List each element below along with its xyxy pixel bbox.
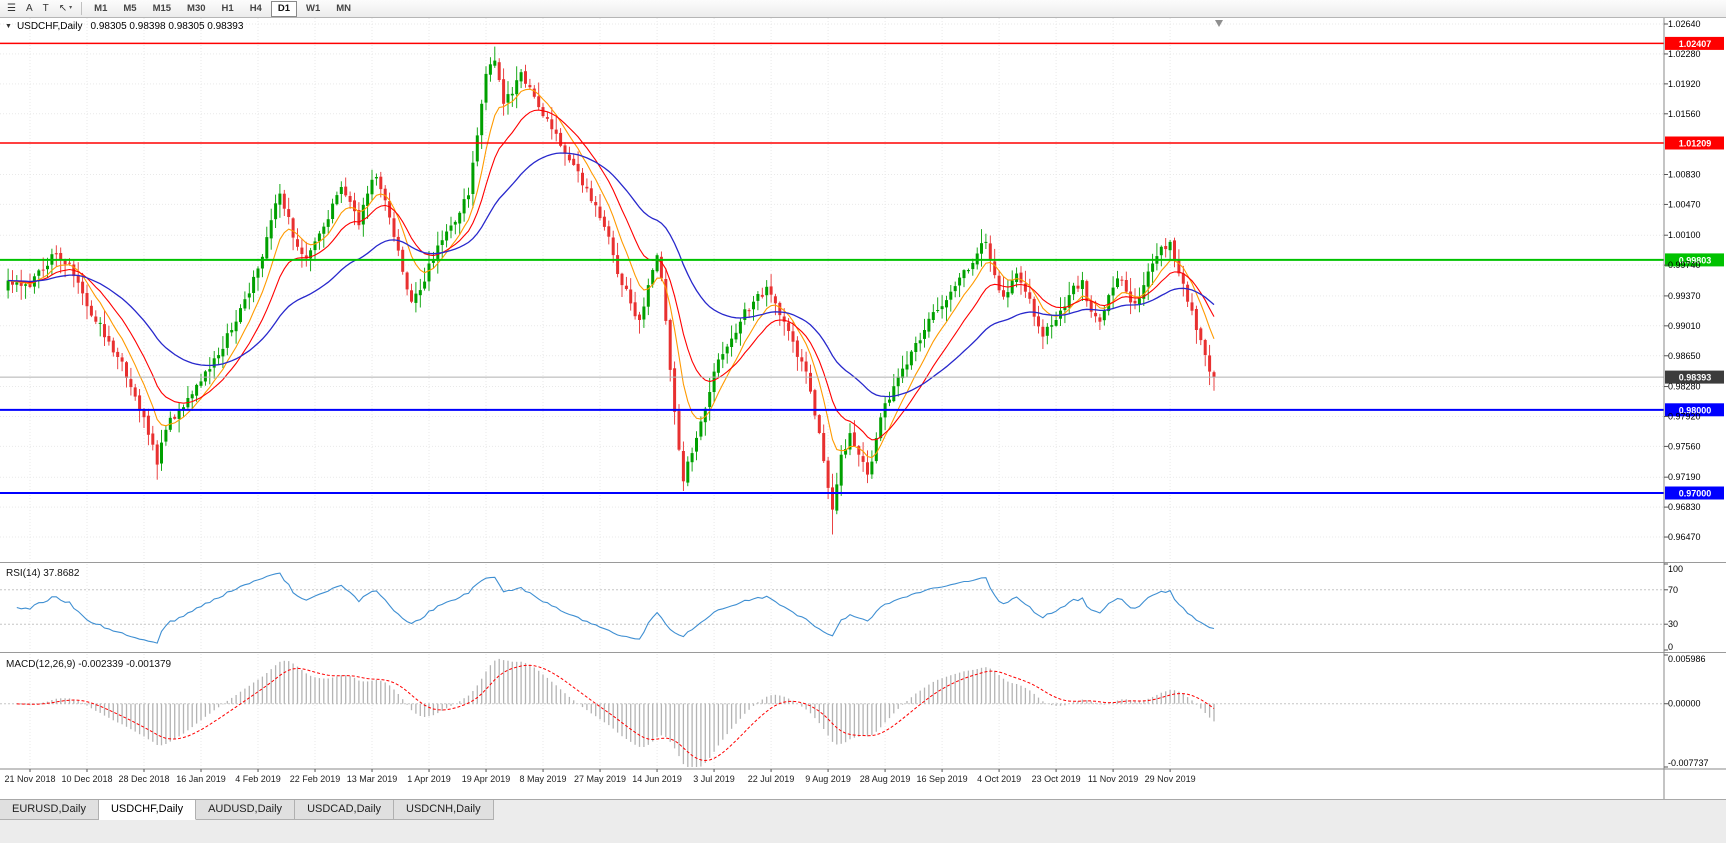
svg-text:9 Aug 2019: 9 Aug 2019 (805, 774, 851, 784)
svg-text:22 Feb 2019: 22 Feb 2019 (290, 774, 341, 784)
svg-text:4 Feb 2019: 4 Feb 2019 (235, 774, 281, 784)
svg-text:27 May 2019: 27 May 2019 (574, 774, 626, 784)
svg-text:0.005986: 0.005986 (1668, 654, 1706, 664)
svg-text:0.97000: 0.97000 (1679, 489, 1712, 499)
toolbar: ☰ A T ↖ ▾ M1 M5 M15 M30 H1 H4 D1 W1 MN (0, 0, 1726, 18)
svg-text:16 Sep 2019: 16 Sep 2019 (917, 774, 968, 784)
svg-text:3 Jul 2019: 3 Jul 2019 (693, 774, 735, 784)
svg-text:22 Jul 2019: 22 Jul 2019 (748, 774, 795, 784)
tab-usdcad[interactable]: USDCAD,Daily (295, 800, 395, 820)
svg-text:0.99010: 0.99010 (1668, 321, 1701, 331)
draw-tool-icon[interactable]: ↖ ▾ (54, 0, 77, 17)
svg-text:1.01560: 1.01560 (1668, 109, 1701, 119)
timeframe-m5-button[interactable]: M5 (123, 2, 137, 14)
chart-tabs: EURUSD,Daily USDCHF,Daily AUDUSD,Daily USDC… (0, 800, 494, 820)
svg-text:0: 0 (1668, 642, 1673, 652)
svg-text:21 Nov 2018: 21 Nov 2018 (4, 774, 55, 784)
chart-tabs-bar: EURUSD,Daily USDCHF,Daily AUDUSD,Daily USDC… (0, 799, 1726, 843)
tab-usdchf[interactable]: USDCHF,Daily (98, 800, 197, 820)
svg-text:10 Dec 2018: 10 Dec 2018 (61, 774, 112, 784)
svg-text:19 Apr 2019: 19 Apr 2019 (462, 774, 511, 784)
timeframe-h4-button[interactable]: H4 (249, 2, 262, 14)
svg-text:28 Dec 2018: 28 Dec 2018 (118, 774, 169, 784)
svg-text:1.02640: 1.02640 (1668, 19, 1701, 29)
svg-text:1 Apr 2019: 1 Apr 2019 (407, 774, 451, 784)
timeframe-m1-button[interactable]: M1 (94, 2, 108, 14)
svg-text:11 Nov 2019: 11 Nov 2019 (1088, 774, 1138, 784)
toolbar-tools: ☰ A T ↖ ▾ (2, 0, 77, 17)
svg-text:70: 70 (1668, 585, 1678, 595)
svg-text:4 Oct 2019: 4 Oct 2019 (977, 774, 1021, 784)
svg-text:1.00830: 1.00830 (1668, 170, 1701, 180)
svg-text:0.98650: 0.98650 (1668, 351, 1701, 361)
timeframe-mn-button[interactable]: MN (336, 2, 352, 14)
price-axis[interactable]: 1.02407 1.01209 0.99803 0.98000 0.97000 0.983… (1664, 19, 1724, 768)
svg-text:0.98280: 0.98280 (1668, 382, 1701, 392)
svg-text:0.96470: 0.96470 (1668, 532, 1701, 542)
svg-text:0.98393: 0.98393 (1679, 373, 1712, 383)
grid-layer (0, 18, 1664, 768)
svg-text:0.00000: 0.00000 (1668, 699, 1701, 709)
svg-text:0.99740: 0.99740 (1668, 260, 1701, 270)
toolbar-separator (81, 2, 83, 15)
tab-audusd[interactable]: AUDUSD,Daily (196, 800, 296, 820)
timeframe-d1-button[interactable]: D1 (270, 0, 297, 17)
chart-shift-marker-icon (1215, 20, 1223, 27)
chart-area: 1.02407 1.01209 0.99803 0.98000 0.97000 0.983… (0, 18, 1726, 799)
svg-text:1.01920: 1.01920 (1668, 79, 1701, 89)
svg-text:1.00100: 1.00100 (1668, 230, 1701, 240)
chart-canvas[interactable]: 1.02407 1.01209 0.99803 0.98000 0.97000 0.983… (0, 18, 1726, 799)
svg-text:1.02280: 1.02280 (1668, 49, 1701, 59)
tab-usdcnh[interactable]: USDCNH,Daily (394, 800, 494, 820)
svg-text:0.97560: 0.97560 (1668, 441, 1701, 451)
tab-eurusd[interactable]: EURUSD,Daily (0, 800, 99, 820)
arrow-tool-icon[interactable]: A (25, 3, 33, 14)
svg-text:1.00470: 1.00470 (1668, 199, 1701, 209)
svg-text:0.99803: 0.99803 (1679, 255, 1712, 265)
panel-separators (0, 18, 1726, 799)
rsi-panel[interactable] (0, 572, 1664, 644)
macd-label: MACD(12,26,9) -0.002339 -0.001379 (6, 659, 172, 670)
timeframe-m30-button[interactable]: M30 (187, 2, 206, 14)
svg-text:0.99370: 0.99370 (1668, 291, 1701, 301)
svg-text:13 Mar 2019: 13 Mar 2019 (347, 774, 398, 784)
price-panel[interactable] (0, 20, 1664, 535)
svg-text:14 Jun 2019: 14 Jun 2019 (632, 774, 682, 784)
timeframe-buttons: M1 M5 M15 M30 H1 H4 D1 W1 MN (86, 0, 359, 17)
text-tool-icon[interactable]: T (42, 3, 49, 14)
svg-text:-0.007737: -0.007737 (1668, 758, 1709, 768)
svg-text:100: 100 (1668, 564, 1683, 574)
svg-text:0.96830: 0.96830 (1668, 502, 1701, 512)
timeframe-h1-button[interactable]: H1 (221, 2, 234, 14)
svg-text:28 Aug 2019: 28 Aug 2019 (860, 774, 911, 784)
dropdown-caret-icon: ▾ (69, 5, 73, 11)
svg-text:8 May 2019: 8 May 2019 (520, 774, 567, 784)
svg-text:0.97920: 0.97920 (1668, 412, 1701, 422)
svg-text:30: 30 (1668, 619, 1678, 629)
macd-panel[interactable] (0, 658, 1664, 767)
svg-text:16 Jan 2019: 16 Jan 2019 (176, 774, 226, 784)
svg-text:0.98000: 0.98000 (1679, 405, 1712, 415)
menu-icon[interactable]: ☰ (7, 3, 16, 14)
svg-text:1.01209: 1.01209 (1679, 139, 1712, 149)
timeframe-m15-button[interactable]: M15 (152, 2, 172, 14)
date-axis[interactable]: 21 Nov 2018 10 Dec 2018 28 Dec 2018 16 Jan … (4, 769, 1196, 784)
svg-text:23 Oct 2019: 23 Oct 2019 (1032, 774, 1081, 784)
svg-text:0.97190: 0.97190 (1668, 472, 1701, 482)
rsi-label: RSI(14) 37.8682 (6, 568, 80, 579)
timeframe-w1-button[interactable]: W1 (306, 2, 321, 14)
svg-text:29 Nov 2019: 29 Nov 2019 (1145, 774, 1196, 784)
svg-text:1.02407: 1.02407 (1679, 39, 1712, 49)
